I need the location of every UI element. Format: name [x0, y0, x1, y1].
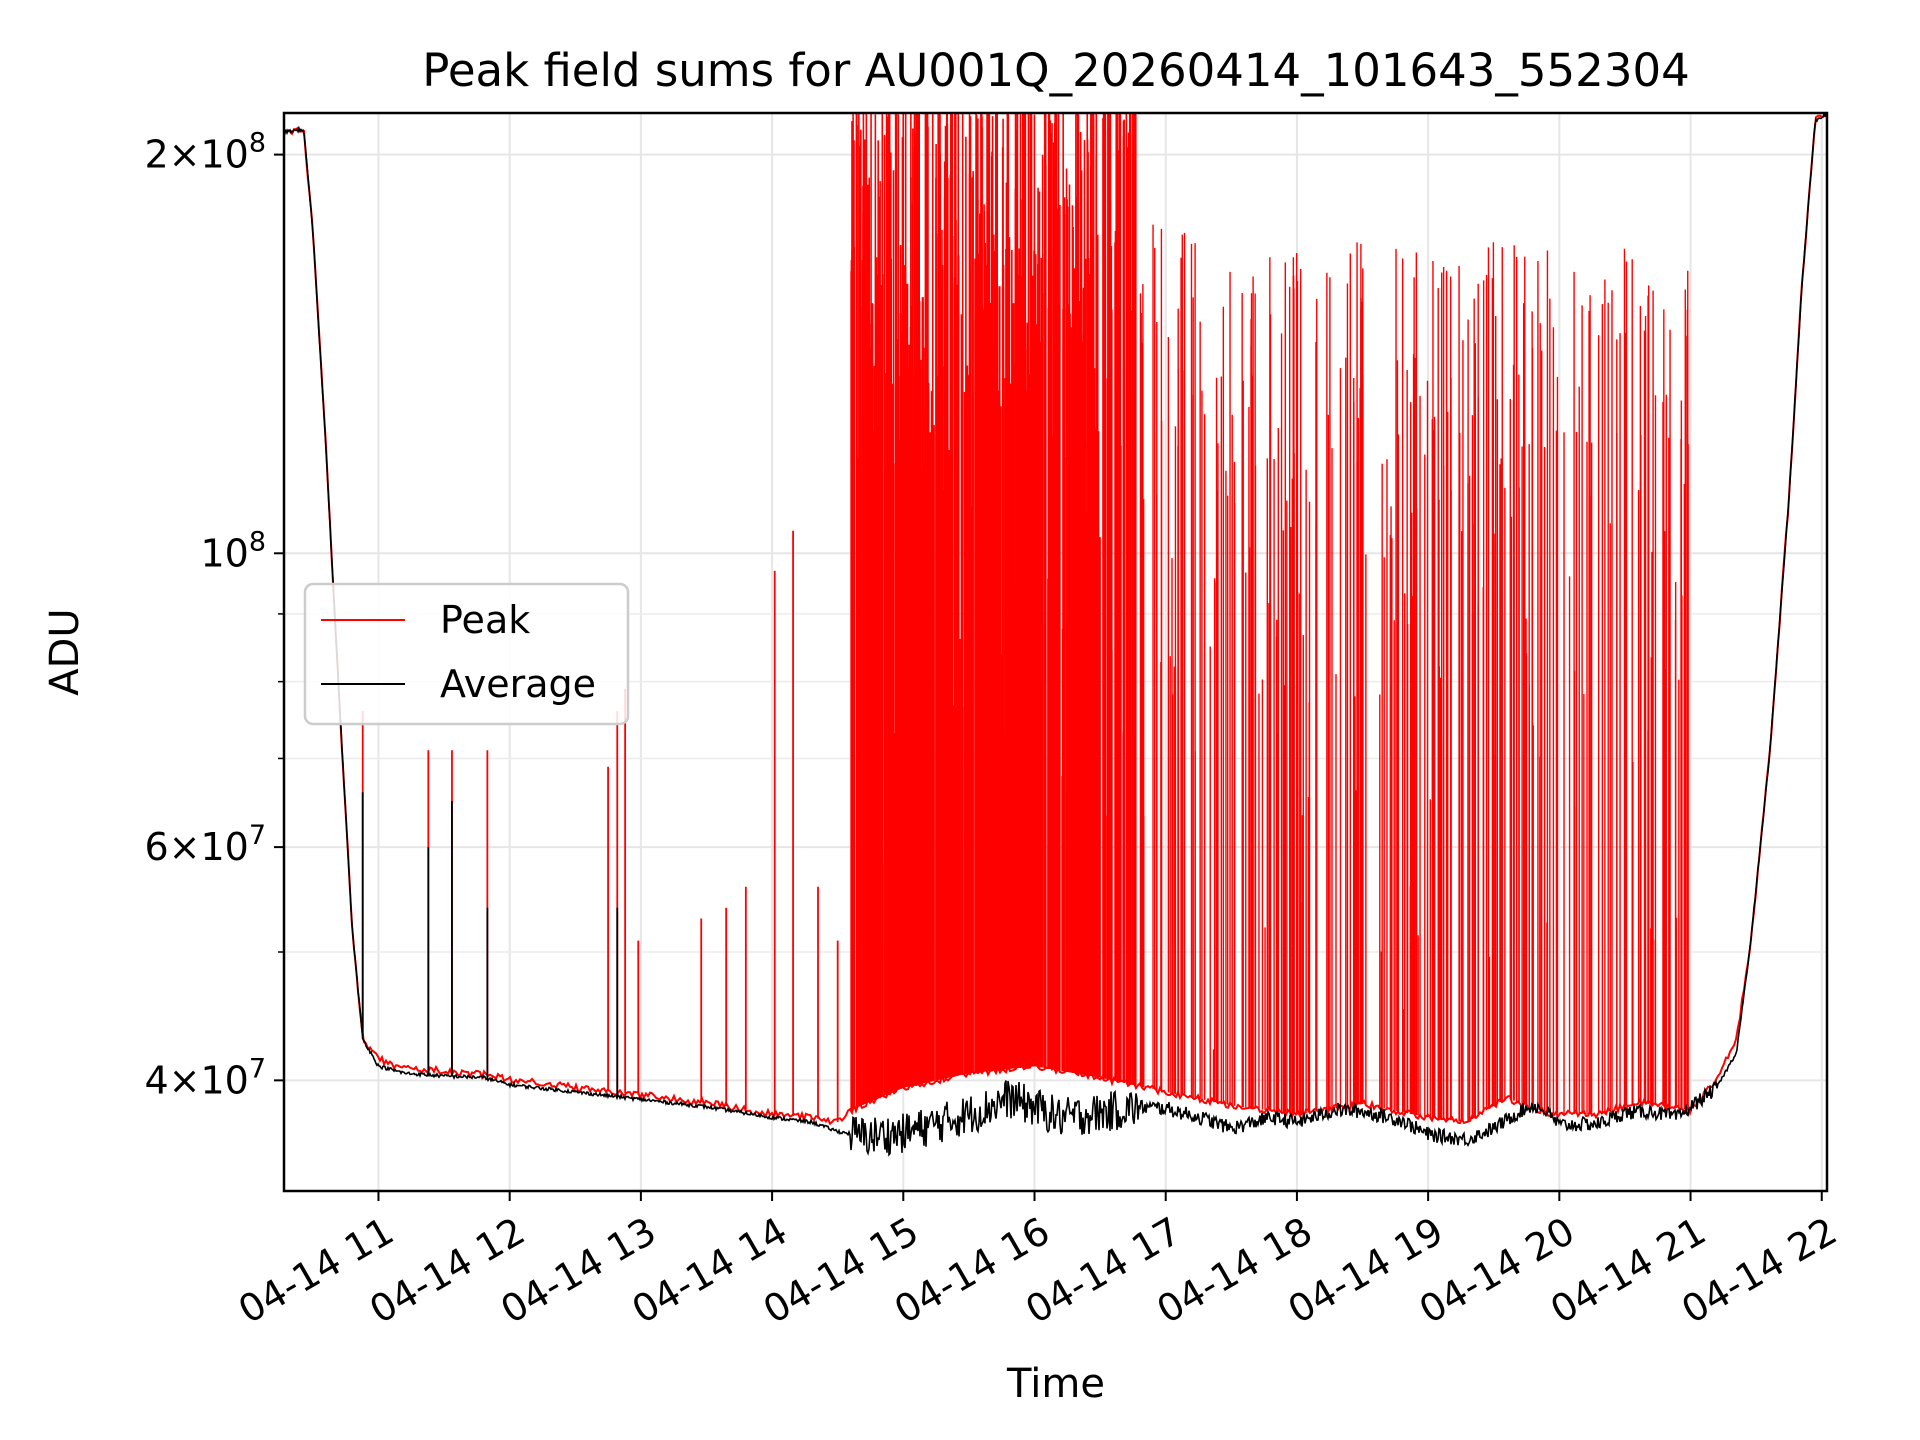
peak-series: [284, 113, 1827, 1126]
plot-frame: [282, 111, 1829, 1193]
y-tick-label: 2×108: [144, 128, 266, 177]
x-axis-label: Time: [1006, 1361, 1105, 1407]
average-series: [284, 113, 1827, 1157]
legend-peak-label: Peak: [440, 598, 530, 642]
legend-average-label: Average: [440, 662, 596, 706]
y-axis-label: ADU: [42, 608, 88, 695]
legend: Peak Average: [303, 582, 630, 726]
average-line: [284, 113, 1827, 1157]
chart-title: Peak field sums for AU001Q_20260414_1016…: [422, 44, 1689, 97]
y-tick-label: 6×107: [144, 820, 266, 869]
y-tick-label: 108: [200, 526, 266, 575]
y-tick-label: 4×107: [144, 1053, 266, 1102]
